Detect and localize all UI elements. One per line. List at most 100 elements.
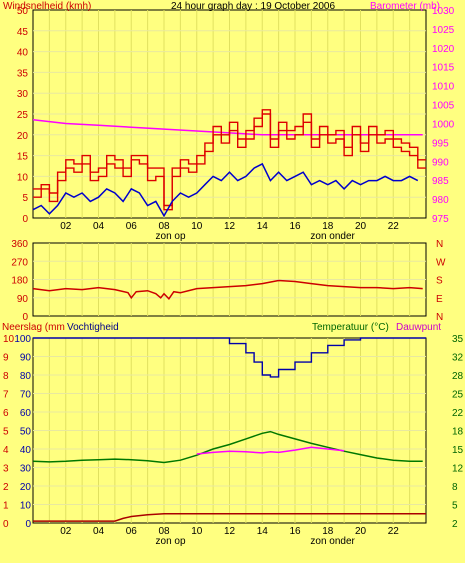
humidity-panel-series	[32, 337, 426, 522]
barometer-axis-label: Barometer (mb)	[370, 1, 440, 12]
rain-tick-label: 6	[3, 408, 9, 419]
rain-tick-label: 8	[3, 371, 9, 382]
temperature-tick-label: 12	[452, 464, 464, 475]
wind-tick-label: 10	[17, 172, 29, 183]
rain-tick-label: 1	[3, 501, 9, 512]
direction-panel-grid	[33, 243, 426, 316]
humidity-tick-label: 10	[20, 501, 32, 512]
dewpoint-line	[196, 446, 345, 455]
temperature-tick-label: 15	[452, 445, 464, 456]
wind-tick-label: 40	[17, 48, 29, 59]
wind-axis-label: Windsnelheid (kmh)	[3, 1, 91, 12]
humidity-tick-label: 60	[20, 408, 32, 419]
chart-title: 24 hour graph day : 19 October 2006	[171, 1, 335, 12]
hour-tick-label: 18	[322, 221, 334, 232]
compass-label: N	[436, 239, 443, 250]
wind-average-line	[32, 162, 419, 218]
barometer-tick-label: 1010	[432, 82, 455, 93]
temperature-tick-label: 28	[452, 371, 464, 382]
rain-tick-label: 5	[3, 427, 9, 438]
barometer-tick-label: 995	[432, 138, 449, 149]
hour-tick-label: 08	[158, 221, 170, 232]
rain-tick-label: 9	[3, 353, 9, 364]
barometer-axis-ticks: 975 980 985 990 995 1000 1005 1010 1015 1020 1025 1…	[432, 6, 455, 225]
hour-tick-label: 18	[322, 526, 334, 537]
rain-tick-label: 7	[3, 390, 9, 401]
barometer-tick-label: 975	[432, 214, 449, 225]
hour-tick-label: 20	[355, 526, 367, 537]
wind-tick-label: 0	[22, 214, 28, 225]
hour-tick-label: 16	[289, 526, 301, 537]
temperature-tick-label: 5	[452, 501, 458, 512]
barometer-line	[32, 118, 423, 136]
hour-tick-label: 06	[126, 526, 138, 537]
hour-tick-label: 22	[388, 221, 400, 232]
wind-panel-grid	[33, 10, 426, 218]
barometer-tick-label: 980	[432, 195, 449, 206]
humidity-line	[33, 337, 426, 378]
wind-direction-line	[32, 279, 423, 300]
hour-tick-label: 02	[60, 526, 72, 537]
temperature-tick-label: 22	[452, 408, 464, 419]
hour-tick-label: 16	[289, 221, 301, 232]
temperature-tick-label: 35	[452, 334, 464, 345]
barometer-tick-label: 1025	[432, 25, 455, 36]
humidity-tick-label: 100	[14, 334, 31, 345]
rain-tick-label: 3	[3, 464, 9, 475]
dewpoint-axis-label: Dauwpunt	[396, 322, 441, 333]
sun-annotation: zon onder	[310, 536, 355, 547]
barometer-tick-label: 1030	[432, 6, 455, 17]
temperature-line	[32, 430, 423, 464]
compass-label: N	[436, 312, 443, 323]
barometer-tick-label: 985	[432, 176, 449, 187]
rain-line	[33, 513, 426, 522]
temperature-tick-label: 25	[452, 390, 464, 401]
barometer-tick-label: 990	[432, 157, 449, 168]
temperature-tick-label: 2	[452, 519, 458, 530]
humidity-tick-label: 30	[20, 464, 32, 475]
humidity-tick-label: 50	[20, 427, 32, 438]
compass-label: E	[436, 294, 443, 305]
hour-tick-label: 06	[126, 221, 138, 232]
hour-tick-label: 02	[60, 221, 72, 232]
wind-tick-label: 20	[17, 131, 29, 142]
wind-panel-series	[32, 109, 426, 218]
humidity-tick-label: 90	[20, 353, 32, 364]
wind-tick-label: 35	[17, 68, 29, 79]
direction-tick-label: 90	[17, 294, 29, 305]
wind-line	[33, 113, 426, 211]
wind-tick-label: 5	[22, 193, 28, 204]
temperature-tick-label: 32	[452, 353, 464, 364]
direction-tick-label: 0	[22, 312, 28, 323]
barometer-tick-label: 1020	[432, 44, 455, 55]
hour-tick-label: 04	[93, 526, 105, 537]
rain-tick-label: 4	[3, 445, 9, 456]
barometer-tick-label: 1005	[432, 101, 455, 112]
hour-tick-label: 10	[191, 526, 203, 537]
hour-tick-label: 14	[257, 221, 269, 232]
wind-panel-x-ticks: 02 04 06 08 10 12 14 16 18 20 22 zon op zon onder	[60, 221, 399, 242]
humidity-panel-grid	[33, 338, 426, 523]
humidity-tick-label: 20	[20, 482, 32, 493]
sun-annotation: zon op	[156, 231, 186, 242]
direction-tick-label: 270	[11, 257, 28, 268]
temperature-axis-label: Temperatuur (°C)	[312, 322, 389, 333]
rain-tick-label: 0	[3, 519, 9, 530]
humidity-tick-label: 0	[25, 519, 31, 530]
rain-tick-label: 10	[3, 334, 15, 345]
wind-tick-label: 50	[17, 6, 29, 17]
humidity-tick-label: 80	[20, 371, 32, 382]
hour-tick-label: 10	[191, 221, 203, 232]
barometer-tick-label: 1015	[432, 63, 455, 74]
temperature-tick-label: 18	[452, 427, 464, 438]
hour-tick-label: 20	[355, 221, 367, 232]
direction-axis-ticks: 360 270 180 90 0	[11, 239, 28, 323]
temperature-tick-label: 8	[452, 482, 458, 493]
wind-tick-label: 15	[17, 152, 29, 163]
hour-tick-label: 12	[224, 526, 236, 537]
wind-tick-label: 25	[17, 110, 29, 121]
